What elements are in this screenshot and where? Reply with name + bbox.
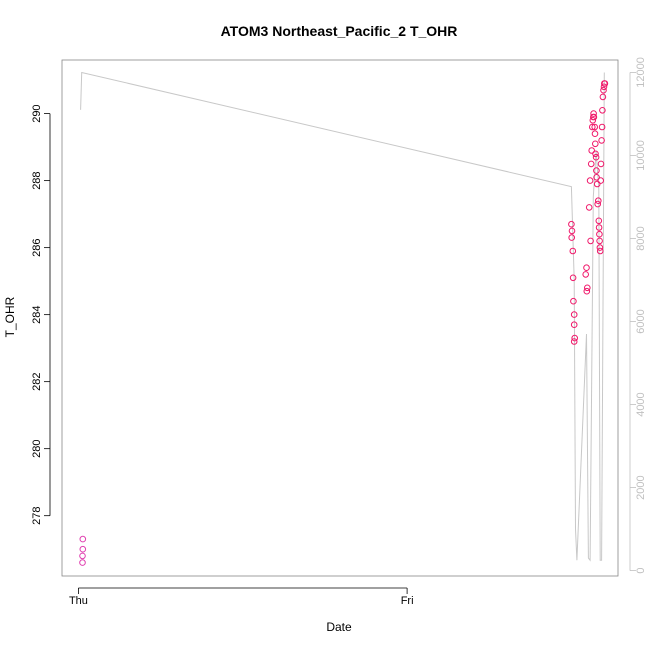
data-point	[570, 297, 577, 305]
data-point	[598, 137, 605, 144]
data-point	[583, 264, 590, 272]
data-point	[79, 559, 86, 566]
data-point	[596, 237, 603, 245]
data-point	[568, 234, 576, 241]
y-axis-right: 0 2000 4000 6000 8000 10000 12000	[629, 57, 647, 574]
data-point	[592, 153, 600, 161]
data-point	[595, 197, 602, 204]
data-point	[594, 200, 602, 208]
data-point	[586, 177, 594, 184]
y2-tick-label: 6000	[635, 309, 647, 333]
y-axis-label: T_OHR	[3, 296, 17, 337]
data-point	[597, 160, 605, 168]
data-point	[599, 107, 606, 114]
y2-tick-label: 4000	[635, 392, 647, 416]
data-point	[596, 230, 603, 238]
data-point	[79, 552, 86, 560]
data-point	[570, 321, 578, 329]
x-axis: Thu Fri	[69, 587, 414, 607]
data-point	[570, 311, 578, 318]
data-point	[590, 113, 598, 121]
data-point	[601, 80, 609, 87]
data-point	[595, 224, 603, 231]
altitude-line-series	[80, 71, 605, 562]
data-point	[600, 83, 608, 91]
altitude-line	[80, 71, 605, 562]
data-point	[598, 123, 606, 131]
data-point	[596, 247, 604, 255]
data-point	[591, 130, 599, 137]
data-point	[587, 160, 595, 168]
data-point	[596, 244, 604, 251]
plot-area	[61, 59, 619, 577]
data-point	[571, 334, 579, 342]
chart-title: ATOM3 Northeast_Pacific_2 T_OHR	[221, 23, 458, 39]
data-point	[589, 117, 597, 124]
data-point	[593, 167, 600, 174]
data-point	[592, 140, 599, 148]
x-tick-label: Fri	[401, 595, 414, 607]
data-point	[584, 284, 591, 292]
data-point	[588, 147, 596, 154]
y2-tick-label: 2000	[635, 475, 647, 499]
y2-tick-label: 12000	[635, 57, 647, 88]
data-point	[597, 177, 605, 184]
data-point	[593, 174, 600, 181]
data-point	[600, 86, 607, 94]
data-point	[570, 338, 578, 345]
x-axis-label: Date	[326, 620, 352, 634]
y-tick-label: 282	[31, 372, 43, 390]
data-point	[589, 123, 596, 131]
data-point	[599, 93, 607, 101]
y-tick-label: 288	[31, 171, 43, 189]
y2-tick-label: 0	[635, 568, 647, 574]
data-point	[587, 237, 594, 245]
data-point	[592, 150, 599, 158]
y-tick-label: 278	[31, 507, 43, 525]
y-tick-label: 290	[31, 104, 43, 122]
y-tick-label: 280	[31, 439, 43, 457]
y-tick-label: 284	[31, 305, 43, 323]
data-point	[79, 535, 87, 543]
data-point	[595, 217, 603, 225]
data-point	[593, 180, 601, 188]
data-point	[569, 247, 577, 255]
t-ohr-point-series	[79, 80, 609, 566]
x-tick-label: Thu	[69, 595, 88, 607]
data-point	[568, 220, 575, 228]
data-point	[79, 545, 87, 553]
y-tick-label: 286	[31, 238, 43, 256]
y-axis-left: 278 280 282 284 286 288 290	[31, 104, 51, 525]
data-point	[590, 110, 597, 117]
y2-tick-label: 10000	[635, 140, 647, 171]
data-point	[591, 123, 599, 131]
data-point	[569, 274, 577, 282]
data-point	[583, 287, 591, 295]
y2-tick-label: 8000	[635, 226, 647, 250]
data-point	[582, 271, 590, 278]
data-point	[568, 227, 576, 235]
data-point	[585, 204, 593, 211]
